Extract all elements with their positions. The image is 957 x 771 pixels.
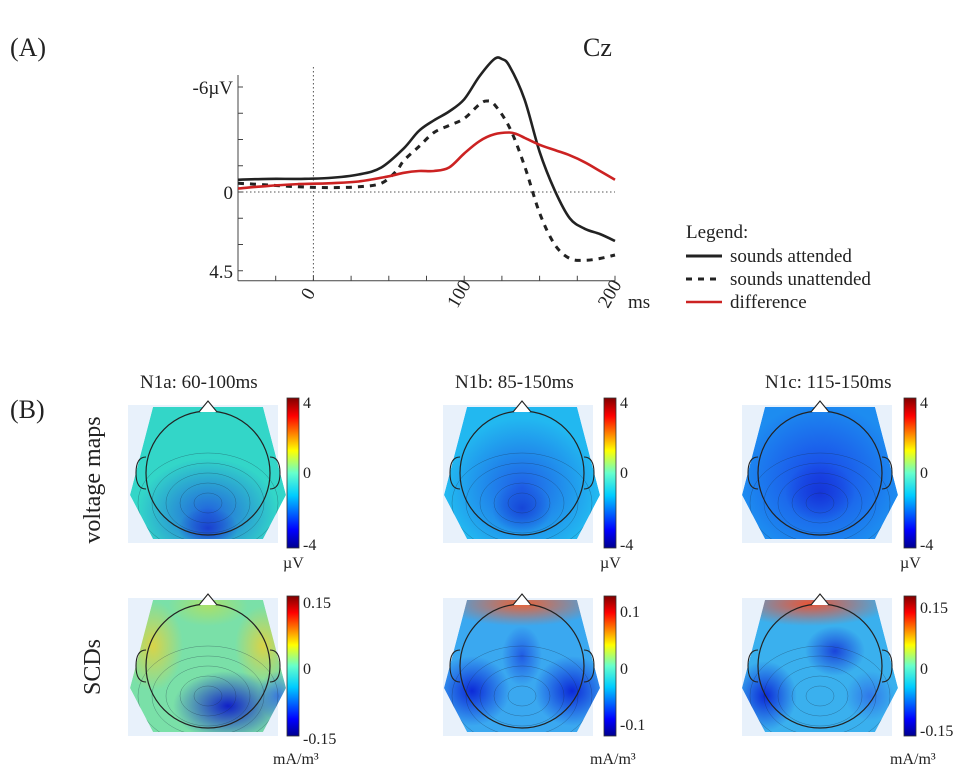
- nose-icon: [810, 593, 830, 606]
- row-label-voltage: voltage maps: [80, 416, 106, 543]
- legend-entry-attended: sounds attended: [730, 246, 852, 267]
- colorbar-mid: 0: [920, 661, 928, 678]
- colorbar-mid: 0: [920, 465, 928, 482]
- ear-icon: [135, 456, 147, 490]
- colorbar-mid: 0: [303, 661, 311, 678]
- erp-axes: -6µV 0 4.5 0 100 200: [193, 67, 626, 312]
- colorbar-min: -4: [920, 537, 933, 554]
- series-line-unattended: [237, 99, 616, 262]
- topographic-maps: [128, 400, 898, 736]
- legend: Legend: sounds attended sounds unattende…: [686, 222, 871, 313]
- ear-icon: [747, 456, 759, 490]
- topo-map: [128, 400, 286, 543]
- nose-icon: [512, 400, 532, 413]
- panel-label-a: (A): [10, 33, 46, 62]
- colorbar-scd-n1a: 0.15 0 -0.15 mA/m³: [273, 595, 336, 768]
- colorbar-unit: µV: [283, 555, 304, 572]
- ear-icon: [135, 649, 147, 683]
- colorbar-voltage-n1a: 4 0 -4 µV: [283, 395, 316, 572]
- ear-icon: [449, 456, 461, 490]
- y-tick-label: 0: [224, 183, 234, 204]
- colorbar-min: -0.15: [303, 731, 336, 748]
- colorbar-mid: 0: [620, 661, 628, 678]
- colorbar-unit: µV: [900, 555, 921, 572]
- colorbar-max: 0.15: [303, 595, 331, 612]
- x-tick-label: 100: [443, 276, 475, 311]
- nose-icon: [810, 400, 830, 413]
- topo-map: [443, 593, 600, 736]
- legend-entry-unattended: sounds unattended: [730, 269, 871, 290]
- nose-icon: [198, 400, 218, 413]
- colorbar-min: -0.15: [920, 723, 953, 740]
- y-tick-label: 4.5: [209, 262, 233, 283]
- nose-icon: [198, 593, 218, 606]
- ear-icon: [269, 649, 281, 683]
- legend-entry-difference: difference: [730, 292, 807, 313]
- x-axis-label: ms: [628, 292, 650, 313]
- colorbar-voltage-n1c: 4 0 -4 µV: [900, 395, 933, 572]
- topo-map: [443, 400, 600, 543]
- colorbar-max: 4: [920, 395, 928, 412]
- column-title-n1b: N1b: 85-150ms: [455, 372, 574, 393]
- ear-icon: [881, 456, 893, 490]
- erp-lines: [237, 56, 616, 262]
- colorbar-max: 4: [620, 395, 628, 412]
- colorbar-min: -4: [303, 537, 316, 554]
- colorbar-scd-n1c: 0.15 0 -0.15 mA/m³: [890, 595, 953, 768]
- x-tick-label: 200: [594, 276, 626, 311]
- colorbar-unit: mA/m³: [273, 751, 319, 768]
- column-title-n1c: N1c: 115-150ms: [765, 372, 891, 393]
- erp-chart: Cz ms -6µV 0 4.5 0 100 200: [193, 33, 651, 313]
- nose-icon: [512, 593, 532, 606]
- colorbar-min: -0.1: [620, 717, 645, 734]
- column-title-n1a: N1a: 60-100ms: [140, 372, 258, 393]
- x-tick-label: 0: [297, 285, 320, 304]
- colorbar-unit: mA/m³: [890, 751, 936, 768]
- ear-icon: [881, 649, 893, 683]
- topo-map: [128, 593, 286, 736]
- colorbar-scd-n1b: 0.1 0 -0.1 mA/m³: [590, 595, 645, 768]
- legend-title: Legend:: [686, 222, 748, 243]
- ear-icon: [583, 456, 595, 490]
- ear-icon: [269, 456, 281, 490]
- colorbar-mid: 0: [620, 465, 628, 482]
- topo-map: [742, 400, 898, 543]
- colorbar-voltage-n1b: 4 0 -4 µV: [600, 395, 633, 572]
- series-line-difference: [237, 131, 616, 190]
- colorbar-unit: mA/m³: [590, 751, 636, 768]
- colorbar-max: 0.1: [620, 604, 640, 621]
- colorbar-max: 4: [303, 395, 311, 412]
- chart-title: Cz: [583, 33, 612, 62]
- colorbar-min: -4: [620, 537, 633, 554]
- series-line-attended: [237, 56, 616, 243]
- y-tick-label: -6µV: [193, 78, 234, 99]
- row-label-scd: SCDs: [80, 639, 106, 695]
- panel-label-b: (B): [10, 395, 45, 424]
- colorbar-max: 0.15: [920, 600, 948, 617]
- colorbar-mid: 0: [303, 465, 311, 482]
- ear-icon: [583, 649, 595, 683]
- topo-map: [742, 593, 898, 736]
- ear-icon: [747, 649, 759, 683]
- colorbar-unit: µV: [600, 555, 621, 572]
- ear-icon: [449, 649, 461, 683]
